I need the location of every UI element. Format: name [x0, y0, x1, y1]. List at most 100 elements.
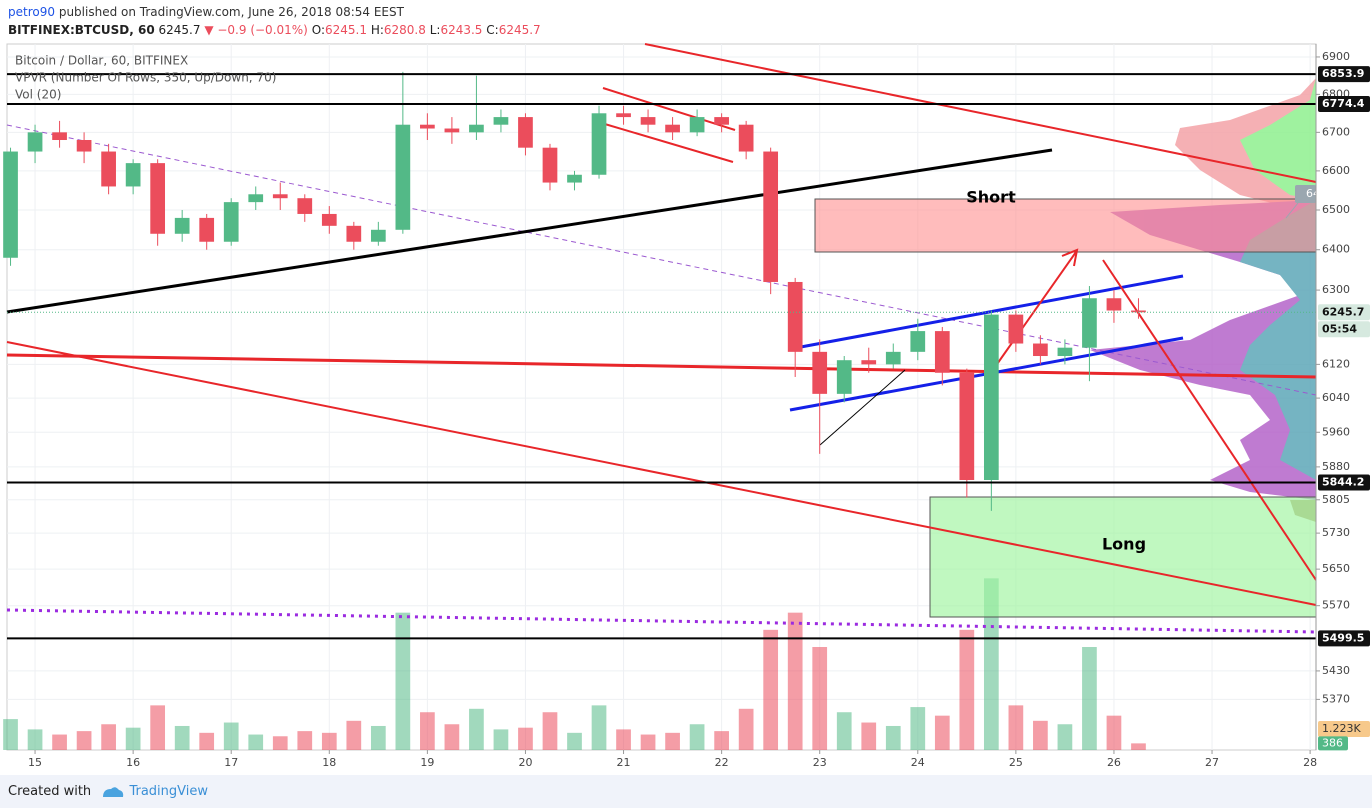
- y-tick-label: 5805: [1322, 493, 1350, 506]
- y-tick-label: 6300: [1322, 283, 1350, 296]
- candle-body: [714, 117, 729, 125]
- trend-line[interactable]: [644, 43, 1317, 183]
- indicator-label: Vol (20): [15, 88, 61, 102]
- price-badge-label: 6245.7: [1322, 305, 1364, 318]
- candle-body: [223, 202, 239, 242]
- x-tick-label: 15: [28, 756, 42, 769]
- trend-line[interactable]: [819, 369, 906, 446]
- volume-bar: [567, 732, 582, 750]
- volume-bar: [1106, 715, 1122, 750]
- annotation: Long: [1102, 535, 1146, 554]
- x-tick-label: 27: [1205, 756, 1219, 769]
- volume-bar: [983, 578, 999, 750]
- volume-bar: [1033, 720, 1048, 750]
- dotted-line[interactable]: [6, 608, 1317, 634]
- partial-badge: [1295, 185, 1316, 203]
- trend-line[interactable]: [6, 353, 1317, 379]
- volume-bar: [174, 725, 190, 750]
- header: petro90 published on TradingView.com, Ju…: [8, 3, 1368, 43]
- volume-bar: [910, 707, 926, 750]
- long-zone[interactable]: [929, 496, 1317, 618]
- levels: [7, 73, 1316, 640]
- volume-bar: [542, 712, 558, 750]
- author[interactable]: petro90: [8, 5, 55, 19]
- candle-body: [1106, 298, 1122, 311]
- y-tick-label: 5570: [1322, 599, 1350, 612]
- annotation: Short: [966, 188, 1016, 207]
- candle-body: [787, 281, 803, 352]
- candle-body: [616, 113, 631, 118]
- candle-body: [395, 124, 411, 230]
- flag-line[interactable]: [602, 87, 736, 131]
- trend-line[interactable]: [6, 124, 1317, 396]
- x-tick-label: 24: [911, 756, 925, 769]
- candle-body: [420, 124, 435, 129]
- candle-body: [493, 117, 509, 125]
- price-badge: [1318, 474, 1370, 491]
- price-badge-label: 6774.4: [1322, 97, 1365, 110]
- candle-body: [125, 163, 141, 187]
- volume-bar: [370, 725, 386, 750]
- volume-bar: [150, 705, 166, 750]
- candle-body: [1033, 343, 1048, 357]
- last-volume-badge: [1318, 736, 1348, 751]
- candle-body: [27, 132, 43, 152]
- candle-body: [542, 147, 558, 183]
- price-badge: [1318, 630, 1370, 647]
- change: ▼ −0.9 (−0.01%): [204, 23, 308, 37]
- y-tick-label: 6600: [1322, 164, 1350, 177]
- flag-line[interactable]: [597, 121, 734, 163]
- x-tick-label: 28: [1303, 756, 1317, 769]
- candle-body: [3, 151, 18, 258]
- candle-body: [959, 372, 975, 481]
- volume-bar: [52, 734, 67, 750]
- volume-bar: [125, 727, 141, 750]
- volume-bar: [934, 715, 950, 750]
- candle-body: [199, 217, 215, 242]
- candle-body: [370, 229, 386, 242]
- trend-line[interactable]: [6, 341, 1317, 606]
- candle-body: [150, 163, 166, 234]
- volume-bar: [714, 731, 729, 750]
- candle-body: [689, 117, 705, 133]
- candle-body: [518, 117, 533, 148]
- volume-bar: [27, 729, 43, 750]
- volume-bar: [469, 708, 484, 750]
- volume-bar: [248, 734, 264, 750]
- price: 6245.7: [158, 23, 201, 37]
- volume-bar: [1082, 647, 1097, 750]
- candle-body: [738, 124, 754, 152]
- y-tick-label: 6700: [1322, 125, 1350, 138]
- volume-bar: [861, 722, 877, 750]
- x-tick-label: 26: [1107, 756, 1121, 769]
- volume-bar: [763, 629, 779, 750]
- x-tick-label: 16: [126, 756, 140, 769]
- short-zone[interactable]: [814, 198, 1317, 253]
- price-badge: [1318, 96, 1370, 113]
- candle-body: [640, 117, 656, 125]
- volume-bar: [738, 708, 754, 750]
- volume-bar: [616, 729, 631, 750]
- volume-bar: [665, 732, 680, 750]
- logo: [103, 786, 124, 797]
- callout: [1285, 202, 1299, 219]
- candle-body: [934, 331, 950, 373]
- brand[interactable]: TradingView: [129, 784, 208, 799]
- chart-title: Bitcoin / Dollar, 60, BITFINEX: [15, 54, 188, 68]
- arrow[interactable]: [994, 251, 1077, 368]
- channel-line[interactable]: [789, 274, 1184, 351]
- candle-body: [321, 213, 337, 226]
- drawings: [6, 43, 1317, 634]
- candle-body: [1057, 347, 1073, 357]
- trend-line[interactable]: [6, 148, 1053, 314]
- price-badge: [1318, 321, 1370, 338]
- candle-body: [174, 217, 190, 234]
- candle-body: [248, 194, 264, 203]
- close: 6245.7: [498, 23, 541, 37]
- candles: [3, 71, 1146, 511]
- candle-body: [885, 351, 901, 365]
- x-tick-label: 25: [1009, 756, 1023, 769]
- low: 6243.5: [440, 23, 483, 37]
- high-label: H:: [370, 23, 384, 37]
- volume-ma-badge: [1318, 721, 1370, 738]
